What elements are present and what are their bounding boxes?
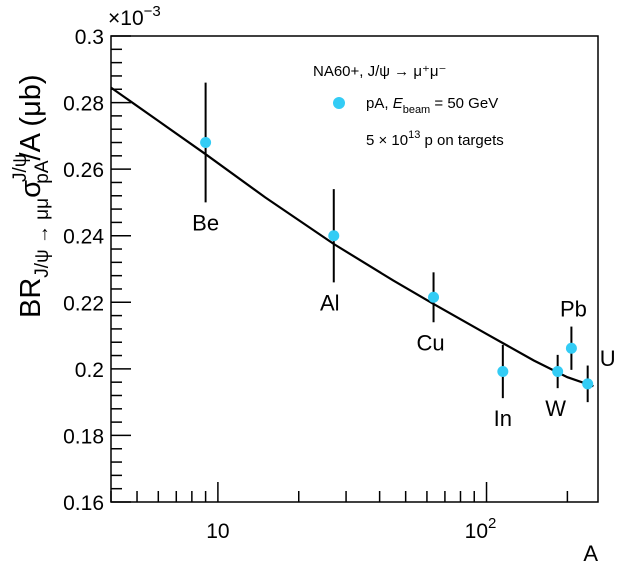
- data-label: W: [545, 396, 566, 421]
- data-point-be: Be: [192, 82, 219, 235]
- data-point-in: In: [494, 344, 512, 431]
- data-points: Be Al Cu In W Pb U: [192, 82, 616, 431]
- y-tick-label: 0.2: [75, 359, 104, 382]
- data-marker: [565, 342, 577, 354]
- data-label: U: [600, 346, 616, 371]
- data-label: Al: [320, 290, 340, 315]
- data-label: In: [494, 406, 512, 431]
- x-tick-label: 102: [465, 515, 497, 543]
- data-point-al: Al: [320, 189, 340, 315]
- data-label: Be: [192, 210, 219, 235]
- data-point-u: U: [582, 346, 616, 403]
- legend-title: NA60+, J/ψ → μ⁺μ⁻: [313, 63, 446, 80]
- fit-curve: [110, 86, 594, 388]
- x-tick-label: 10: [206, 520, 229, 543]
- data-label: Pb: [560, 297, 587, 322]
- x-axis-tick-labels: 10 102: [206, 515, 496, 543]
- x-axis-ticks: [110, 482, 569, 502]
- y-tick-label: 0.28: [63, 93, 104, 116]
- y-tick-label: 0.16: [63, 492, 104, 515]
- y-tick-label: 0.22: [63, 292, 104, 315]
- y-tick-label: 0.3: [75, 26, 104, 49]
- data-marker: [200, 137, 212, 149]
- legend-note: 5 × 1013 p on targets: [366, 129, 504, 149]
- y-tick-label: 0.24: [63, 226, 104, 249]
- y-tick-label: 0.26: [63, 159, 104, 182]
- y-tick-label: 0.18: [63, 425, 104, 448]
- data-marker: [582, 378, 594, 390]
- x-axis-title: A: [583, 541, 598, 566]
- data-label: Cu: [416, 330, 444, 355]
- legend-series-label: pA, Ebeam = 50 GeV: [366, 95, 498, 116]
- data-point-cu: Cu: [416, 272, 445, 355]
- data-point-w: W: [545, 354, 566, 421]
- y-axis-ticks: [111, 35, 131, 503]
- legend: NA60+, J/ψ → μ⁺μ⁻ pA, Ebeam = 50 GeV 5 ×…: [313, 63, 504, 149]
- data-point-pb: Pb: [560, 297, 587, 370]
- plot-frame: [110, 35, 599, 503]
- data-marker: [328, 230, 340, 242]
- data-marker: [497, 366, 509, 378]
- legend-marker: [333, 97, 345, 109]
- y-axis-tick-labels: 0.16 0.18 0.2 0.22 0.24 0.26 0.28 0.3: [63, 26, 104, 515]
- y-axis-title: BRJ/ψ → μμσJ/ψpA/A (μb): [10, 74, 53, 318]
- data-marker: [552, 366, 564, 378]
- y-axis-multiplier: ×10−3: [108, 3, 161, 30]
- data-marker: [428, 291, 440, 303]
